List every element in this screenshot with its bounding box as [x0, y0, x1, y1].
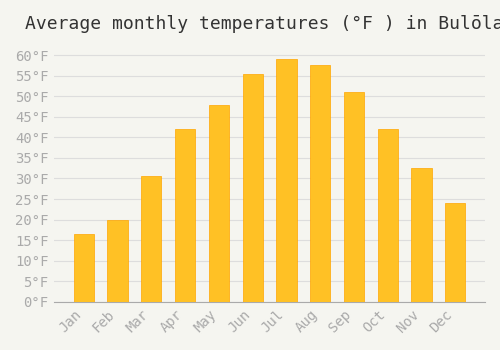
Bar — [74, 234, 94, 302]
Bar — [310, 65, 330, 302]
Bar — [108, 219, 128, 302]
Bar — [344, 92, 364, 302]
Bar — [276, 60, 296, 302]
Title: Average monthly temperatures (°F ) in Bulōlah: Average monthly temperatures (°F ) in Bu… — [25, 15, 500, 33]
Bar — [445, 203, 466, 302]
Bar — [412, 168, 432, 302]
Bar — [141, 176, 162, 302]
Bar — [208, 105, 229, 302]
Bar — [378, 129, 398, 302]
Bar — [175, 129, 195, 302]
Bar — [242, 74, 263, 302]
